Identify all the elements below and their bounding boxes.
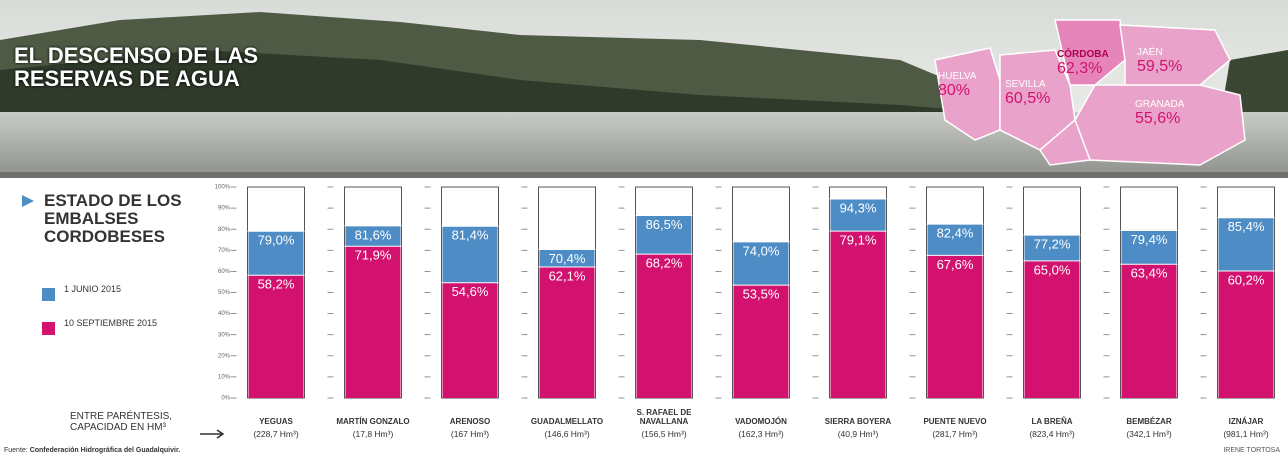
source-label: Fuente: — [4, 447, 28, 454]
x-tick-label: SIERRA BOYERA — [813, 405, 903, 426]
region-value: 80% — [938, 83, 970, 100]
region-value: 60,5% — [1005, 91, 1050, 108]
capacity-label: (156,5 Hm³) — [619, 430, 709, 439]
x-tick-label: VADOMOJÓN — [716, 405, 806, 426]
x-tick-label: YEGUAS — [231, 405, 321, 426]
infographic: EL DESCENSO DE LAS RESERVAS DE AGUA 0%10… — [0, 0, 1288, 457]
region-name: HUELVA — [938, 72, 977, 83]
capacity-label: (281,7 Hm³) — [910, 430, 1000, 439]
x-tick-label: MARTÍN GONZALO — [328, 405, 418, 426]
capacity-label: (981,1 Hm³) — [1201, 430, 1288, 439]
region-name: JAÉN — [1137, 48, 1163, 59]
capacity-label: (167 Hm³) — [425, 430, 515, 439]
source-name: Confederación Hidrográfica del Guadalqui… — [30, 447, 181, 454]
source: Fuente: Confederación Hidrográfica del G… — [4, 447, 180, 454]
x-tick-label: PUENTE NUEVO — [910, 405, 1000, 426]
region-name: GRANADA — [1135, 100, 1184, 111]
capacity-label: (40,9 Hm³) — [813, 430, 903, 439]
author: IRENE TORTOSA — [1223, 447, 1280, 454]
legend-label: 10 SEPTIEMBRE 2015 — [64, 319, 174, 328]
region-value: 62,3% — [1057, 61, 1102, 78]
legend-label: 1 JUNIO 2015 — [64, 285, 174, 294]
x-tick-label: IZNÁJAR — [1201, 405, 1288, 426]
x-tick-label: BEMBÉZAR — [1104, 405, 1194, 426]
capacity-label: (823,4 Hm³) — [1007, 430, 1097, 439]
capacity-label: (342,1 Hm³) — [1104, 430, 1194, 439]
region-value: 59,5% — [1137, 59, 1182, 76]
capacity-label: (146,6 Hm³) — [522, 430, 612, 439]
region-name: CÓRDOBA — [1057, 50, 1109, 61]
capacity-label: (17,8 Hm³) — [328, 430, 418, 439]
capacity-label: (228,7 Hm³) — [231, 430, 321, 439]
x-tick-label: LA BREÑA — [1007, 405, 1097, 426]
x-tick-label: S. RAFAEL DE NAVALLANA — [619, 405, 709, 426]
region-value: 55,6% — [1135, 111, 1180, 128]
x-tick-label: GUADALMELLATO — [522, 405, 612, 426]
capacity-label: (162,3 Hm³) — [716, 430, 806, 439]
region-name: SEVILLA — [1005, 80, 1046, 91]
x-tick-label: ARENOSO — [425, 405, 515, 426]
